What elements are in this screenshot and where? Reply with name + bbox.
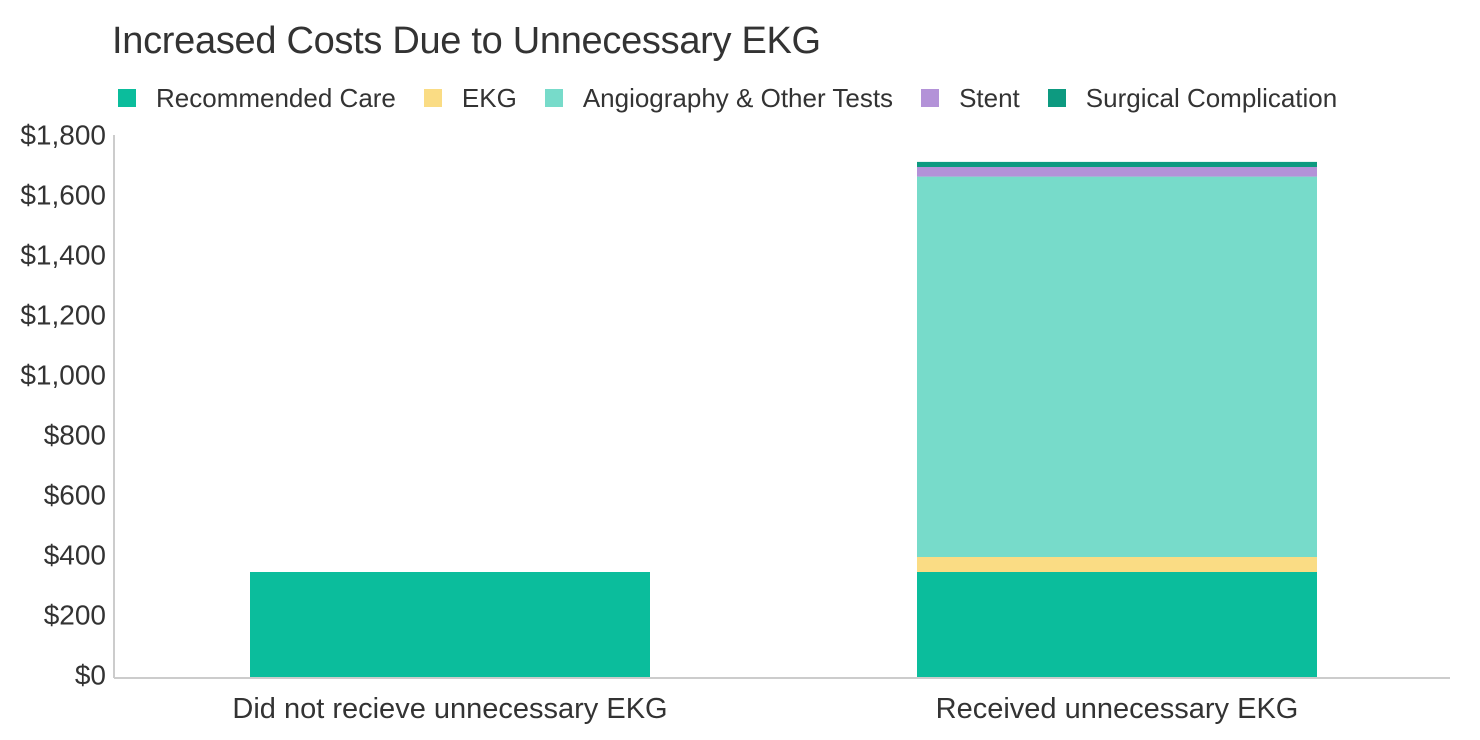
legend-swatch-ekg bbox=[423, 89, 442, 107]
bar-stent-2 bbox=[917, 167, 1317, 177]
legend-label-surgical-complication: Surgical Complication bbox=[1085, 82, 1338, 113]
bar-surgical-complication-2 bbox=[917, 161, 1317, 167]
chart-title: Increased Costs Due to Unnecessary EKG bbox=[112, 20, 821, 62]
legend-item-angiography: Angiography & Other Tests bbox=[544, 82, 894, 114]
y-tick-label: $200 bbox=[44, 599, 106, 630]
x-category-label: Received unnecessary EKG bbox=[936, 693, 1299, 725]
bar-angiography-other-tests-2 bbox=[917, 176, 1317, 557]
y-tick-label: $1,600 bbox=[20, 179, 106, 210]
legend-swatch-surgical-complication bbox=[1047, 89, 1066, 107]
legend-item-ekg: EKG bbox=[423, 82, 517, 114]
legend-swatch-stent bbox=[921, 89, 940, 107]
bar-recommended-care-2 bbox=[917, 572, 1317, 677]
legend-item-recommended-care: Recommended Care bbox=[118, 83, 396, 114]
y-tick-label: $0 bbox=[75, 659, 106, 690]
y-tick-label: $800 bbox=[44, 419, 106, 450]
legend: Recommended Care EKG Angiography & Other… bbox=[118, 80, 1365, 116]
y-tick-label: $400 bbox=[44, 539, 106, 570]
bar-ekg-2 bbox=[917, 557, 1317, 572]
legend-label-stent: Stent bbox=[959, 82, 1020, 113]
legend-label-recommended-care: Recommended Care bbox=[156, 82, 396, 113]
y-tick-label: $1,400 bbox=[20, 239, 106, 270]
legend-swatch-angiography bbox=[544, 89, 563, 107]
legend-label-ekg: EKG bbox=[461, 82, 517, 113]
y-tick-label: $600 bbox=[44, 479, 106, 510]
legend-item-surgical-complication: Surgical Complication bbox=[1047, 82, 1338, 114]
y-tick-label: $1,800 bbox=[20, 119, 106, 150]
x-category-label: Did not recieve unnecessary EKG bbox=[232, 693, 667, 725]
bar-recommended-care-1 bbox=[250, 572, 650, 677]
y-tick-label: $1,000 bbox=[20, 359, 106, 390]
legend-label-angiography: Angiography & Other Tests bbox=[582, 82, 894, 113]
legend-swatch-recommended-care bbox=[118, 89, 136, 107]
y-tick-label: $1,200 bbox=[20, 299, 106, 330]
legend-item-stent: Stent bbox=[921, 83, 1020, 114]
